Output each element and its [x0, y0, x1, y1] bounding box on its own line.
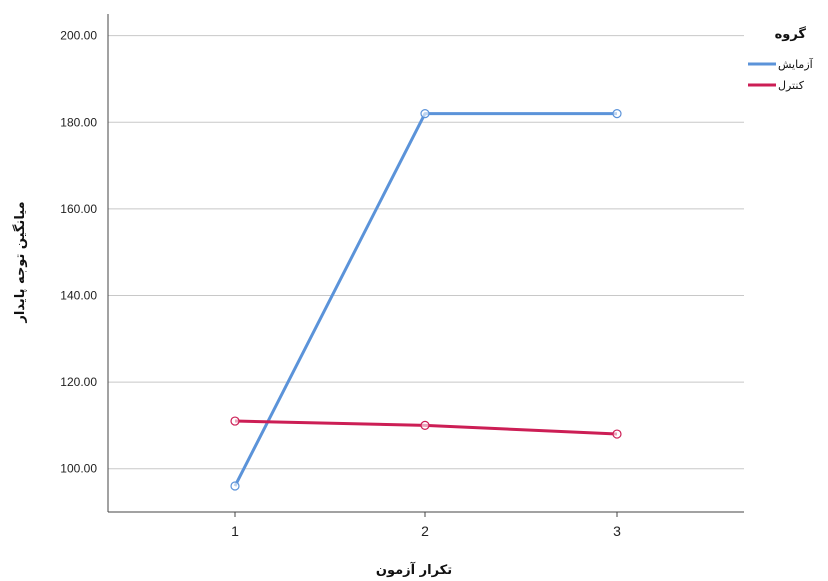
y-axis-title: میانگین توجه پایدار [12, 201, 28, 323]
data-point [612, 108, 622, 119]
data-point [420, 420, 430, 430]
y-tick-label: 160.00 [60, 202, 97, 216]
x-tick-label: 3 [613, 523, 621, 539]
x-axis-title: تکرار آزمون [376, 561, 452, 578]
y-tick-label: 140.00 [60, 288, 97, 302]
series-lines [230, 108, 622, 491]
data-point [230, 416, 240, 426]
legend-title: گروه [775, 26, 807, 42]
y-tick-label: 180.00 [60, 115, 97, 129]
gridlines [108, 35, 744, 470]
x-tick-label: 1 [231, 523, 239, 539]
y-tick-label: 120.00 [60, 375, 97, 389]
y-tick-label: 200.00 [60, 29, 97, 43]
legend-label: کنترل [778, 79, 805, 92]
data-point [612, 429, 622, 439]
y-tick-labels: 100.00 120.00 140.00 160.00 180.00 200.00 [60, 29, 97, 476]
x-tick-labels: 1 2 3 [231, 512, 621, 539]
x-tick-label: 2 [421, 523, 429, 539]
y-tick-label: 100.00 [60, 462, 97, 476]
legend: گروه آزمایش کنترل [748, 26, 814, 92]
data-point [230, 481, 240, 491]
data-point [420, 108, 430, 119]
legend-label: آزمایش [778, 57, 814, 71]
